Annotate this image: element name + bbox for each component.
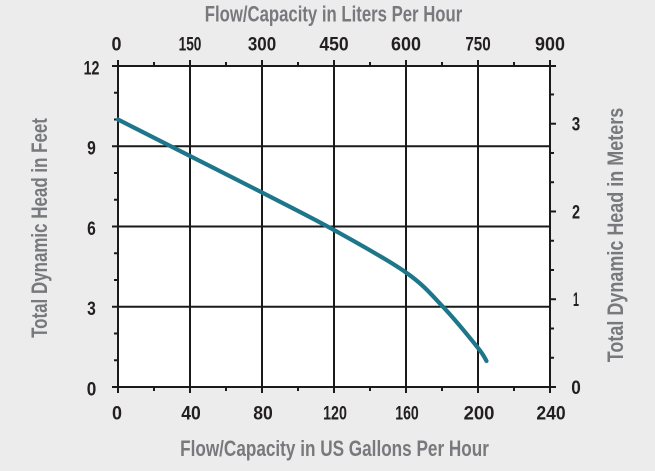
svg-text:750: 750 xyxy=(465,33,490,55)
svg-text:200: 200 xyxy=(464,403,495,425)
svg-text:150: 150 xyxy=(179,33,202,55)
svg-text:3: 3 xyxy=(572,113,581,135)
svg-text:3: 3 xyxy=(87,297,96,319)
svg-text:160: 160 xyxy=(395,402,418,424)
svg-text:600: 600 xyxy=(391,33,421,55)
svg-text:Flow/Capacity in US Gallons Pe: Flow/Capacity in US Gallons Per Hour xyxy=(180,437,489,462)
svg-text:6: 6 xyxy=(87,217,96,239)
svg-text:120: 120 xyxy=(323,403,347,425)
svg-text:9: 9 xyxy=(87,137,96,159)
svg-text:0: 0 xyxy=(571,376,581,398)
svg-text:1: 1 xyxy=(573,290,579,311)
svg-text:40: 40 xyxy=(181,402,201,424)
svg-text:450: 450 xyxy=(319,33,348,55)
svg-text:900: 900 xyxy=(535,33,565,55)
svg-text:0: 0 xyxy=(87,377,97,399)
svg-text:300: 300 xyxy=(248,32,276,54)
svg-text:0: 0 xyxy=(112,402,122,424)
svg-text:Total Dynamic Head in Feet: Total Dynamic Head in Feet xyxy=(28,118,53,338)
svg-text:240: 240 xyxy=(536,402,565,424)
svg-text:Total Dynamic Head in Meters: Total Dynamic Head in Meters xyxy=(604,108,628,362)
svg-text:2: 2 xyxy=(572,200,580,223)
svg-text:80: 80 xyxy=(253,402,273,424)
svg-text:0: 0 xyxy=(112,33,122,55)
svg-text:12: 12 xyxy=(84,57,100,79)
svg-text:Flow/Capacity in Liters Per Ho: Flow/Capacity in Liters Per Hour xyxy=(205,2,463,27)
